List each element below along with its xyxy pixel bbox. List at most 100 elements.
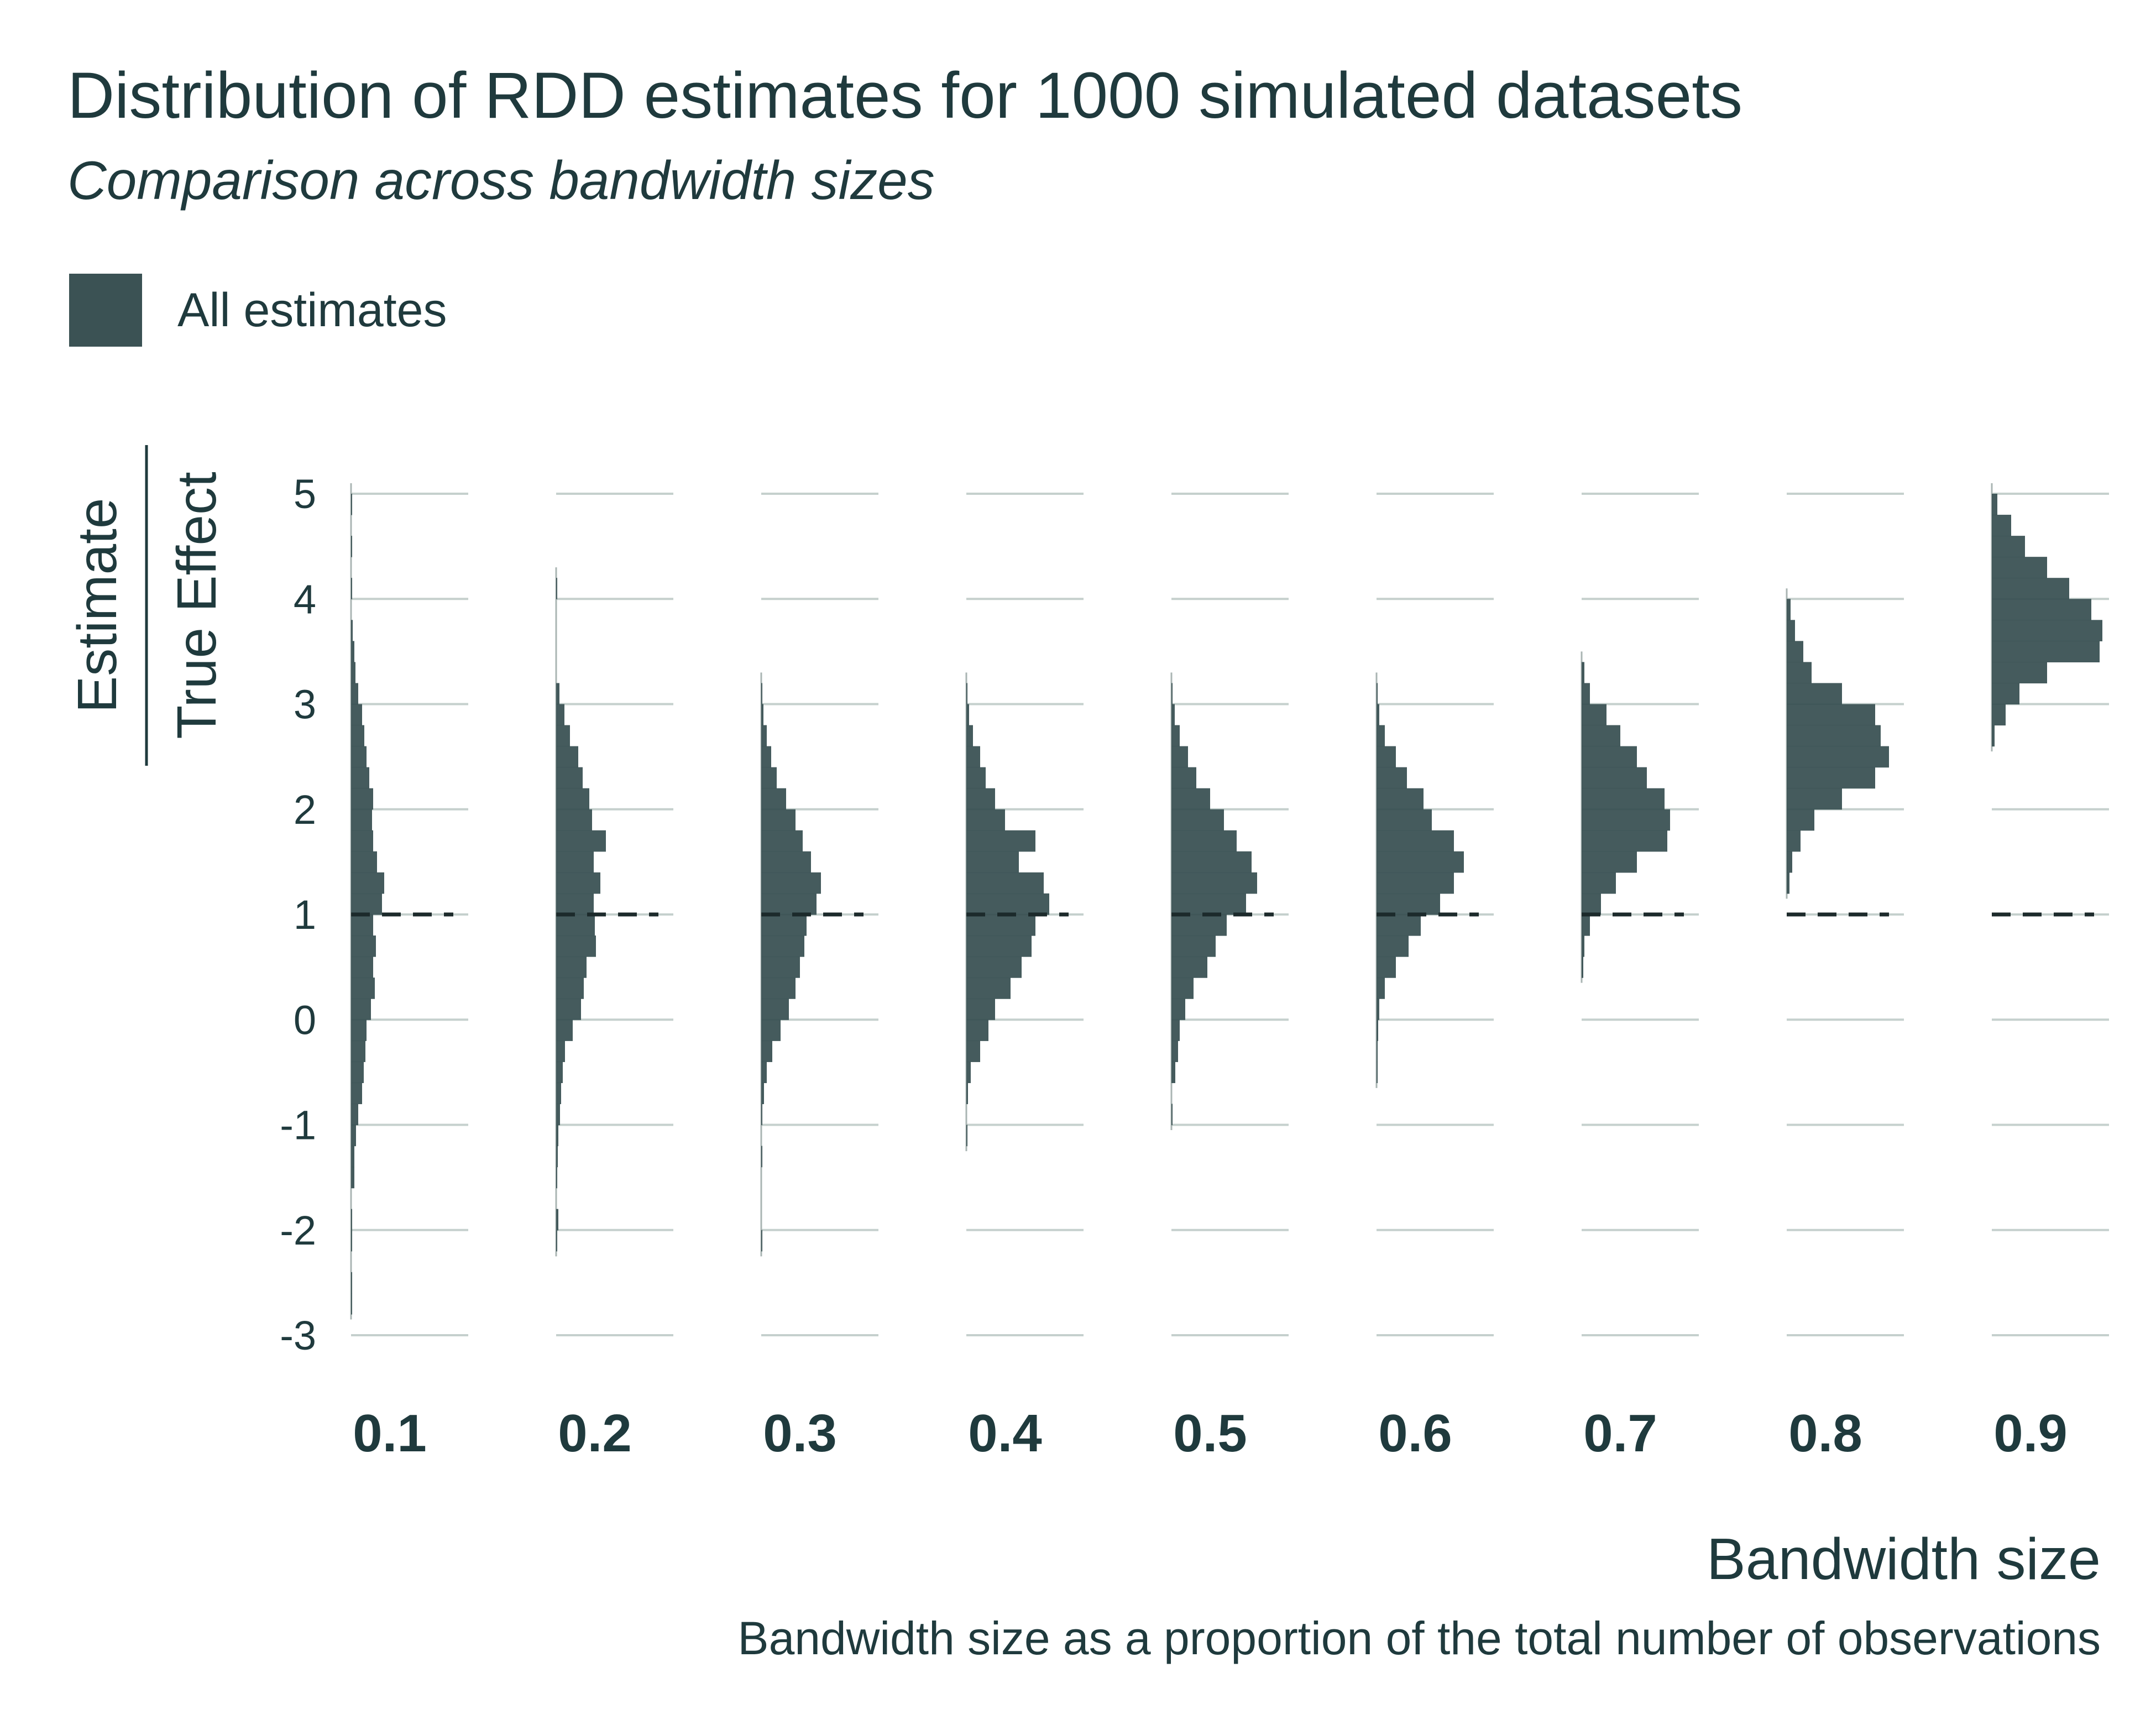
histogram-bar — [1377, 999, 1379, 1020]
histogram-bar — [1582, 662, 1584, 684]
histogram-bar — [761, 1041, 772, 1062]
x-axis-label: Bandwidth size — [1707, 1527, 2101, 1592]
histogram-bar — [761, 935, 804, 957]
histogram-bar — [556, 1062, 563, 1083]
histogram-bar — [1171, 830, 1237, 852]
x-tick-label: 0.1 — [353, 1404, 426, 1463]
histogram-bar — [1171, 1020, 1180, 1041]
histogram-bar — [1992, 578, 2069, 599]
histogram-bar — [761, 1146, 762, 1168]
histogram-bar — [1787, 872, 1789, 894]
histogram-bar — [966, 893, 1049, 915]
y-tick-label: -1 — [280, 1102, 316, 1148]
x-tick-label: 0.6 — [1378, 1404, 1452, 1463]
histogram-bar — [1787, 851, 1792, 873]
histogram-bar — [966, 872, 1044, 894]
histogram-bar — [1992, 599, 2091, 620]
histogram-bar — [1171, 872, 1257, 894]
y-axis-label: Estimate True Effect — [66, 445, 228, 766]
histogram-bar — [351, 1020, 367, 1041]
histogram-bar — [351, 1104, 358, 1126]
histogram-bar — [1582, 788, 1665, 810]
histogram-bar — [761, 704, 763, 726]
legend-swatch — [69, 274, 142, 347]
histogram-bar — [966, 683, 967, 705]
histogram-bar — [556, 1125, 558, 1147]
histogram-bar — [761, 746, 771, 768]
histogram-bar — [556, 1041, 565, 1062]
histogram-bar — [556, 893, 594, 915]
histogram-bar — [556, 704, 564, 726]
histogram-bar — [556, 1146, 558, 1168]
histogram-bar — [966, 830, 1035, 852]
histogram-bar — [1582, 767, 1647, 789]
histogram-bar — [351, 1167, 354, 1189]
histogram-bar — [1377, 1020, 1378, 1041]
histogram-panel-0-1 — [350, 483, 453, 1320]
histogram-bar — [1377, 704, 1379, 726]
histogram-bar — [761, 1020, 781, 1041]
histogram-bar — [1377, 978, 1385, 999]
histogram-bar — [1787, 704, 1875, 726]
histogram-bar — [1582, 956, 1583, 978]
histogram-bar — [1582, 914, 1590, 936]
histogram-bar — [1787, 809, 1814, 831]
histogram-bar — [1787, 725, 1881, 747]
histogram-bar — [1582, 809, 1670, 831]
histogram-bar — [966, 788, 995, 810]
histogram-bar — [351, 1230, 352, 1252]
histogram-bar — [966, 999, 995, 1020]
y-tick-label: 2 — [294, 787, 316, 833]
histogram-bar — [1171, 1062, 1175, 1083]
histogram-bar — [1171, 999, 1185, 1020]
histogram-bar — [556, 1104, 560, 1126]
y-tick-label: 0 — [294, 997, 316, 1043]
y-tick-label: 3 — [294, 682, 316, 728]
histogram-bar — [351, 809, 372, 831]
histogram-bar — [351, 999, 371, 1020]
histogram-bar — [966, 914, 1035, 936]
histogram-bar — [761, 1104, 762, 1126]
histogram-bar — [761, 683, 762, 705]
histogram-bar — [966, 1020, 988, 1041]
histogram-bar — [556, 935, 596, 957]
histogram-bar — [1787, 767, 1875, 789]
histogram-bar — [761, 872, 821, 894]
histogram-bar — [556, 872, 600, 894]
histogram-bar — [1582, 851, 1637, 873]
histogram-bar — [1377, 872, 1454, 894]
histogram-bar — [351, 788, 373, 810]
histogram-bar — [1171, 809, 1224, 831]
y-tick-label: -2 — [280, 1208, 316, 1253]
histogram-bar — [761, 830, 803, 852]
histogram-bar — [966, 1125, 967, 1147]
chart-subtitle: Comparison across bandwidth sizes — [67, 150, 935, 211]
histogram-bar — [761, 914, 807, 936]
histogram-bar — [1992, 662, 2047, 684]
histogram-bar — [351, 1146, 354, 1168]
histogram-bar — [761, 851, 811, 873]
histogram-bar — [1787, 830, 1801, 852]
histogram-bar — [1377, 914, 1421, 936]
histogram-bar — [1377, 935, 1409, 957]
histogram-bar — [1992, 683, 2019, 705]
histogram-bar — [351, 956, 373, 978]
histogram-bar — [1787, 599, 1791, 620]
histogram-bar — [1171, 956, 1207, 978]
histogram-bar — [1171, 978, 1194, 999]
histogram-bar — [966, 1062, 971, 1083]
histogram-bar — [351, 641, 354, 662]
histogram-bar — [556, 1020, 573, 1041]
histogram-bar — [556, 978, 584, 999]
histogram-bar — [966, 704, 969, 726]
histogram-bar — [556, 746, 578, 768]
histogram-bar — [1377, 851, 1464, 873]
histogram-bar — [556, 999, 581, 1020]
chart-title: Distribution of RDD estimates for 1000 s… — [67, 59, 1743, 132]
histogram-bar — [1582, 872, 1616, 894]
histogram-bar — [351, 746, 367, 768]
x-axis-note: Bandwidth size as a proportion of the to… — [737, 1612, 2101, 1664]
y-axis-label-numerator: Estimate — [66, 498, 128, 713]
histogram-bar — [966, 956, 1022, 978]
histogram-bar — [351, 767, 369, 789]
